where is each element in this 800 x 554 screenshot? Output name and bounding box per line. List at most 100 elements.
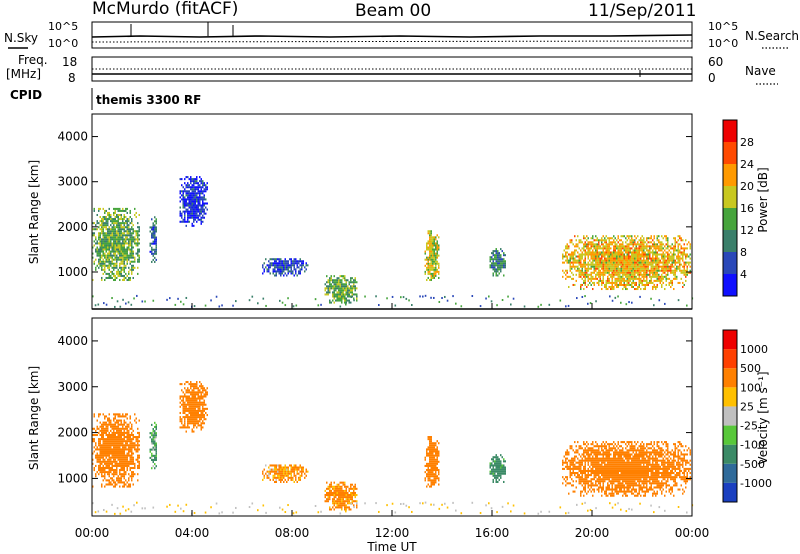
power-cell (107, 246, 109, 249)
power-cell (279, 299, 281, 302)
velocity-cell (191, 403, 193, 406)
power-cell (655, 247, 657, 250)
velocity-cell (137, 466, 139, 470)
velocity-cell (122, 473, 124, 476)
velocity-cell (348, 500, 350, 503)
power-cell (347, 293, 349, 296)
power-cell (429, 232, 431, 235)
power-cell (592, 281, 594, 284)
power-cell (200, 188, 202, 191)
power-cell (629, 263, 631, 266)
velocity-cell (111, 448, 113, 451)
velocity-cell (495, 468, 497, 471)
velocity-cell (286, 468, 288, 471)
power-cell (659, 275, 661, 278)
power-cell (154, 236, 156, 239)
velocity-cell (108, 421, 110, 424)
velocity-cell (290, 476, 292, 479)
power-cell (185, 220, 187, 223)
power-cell (634, 251, 636, 254)
velocity-cell (138, 462, 140, 465)
velocity-cell (116, 483, 118, 486)
power-cell (432, 264, 434, 267)
velocity-cell (299, 470, 301, 473)
velocity-cell (114, 452, 116, 455)
power-cell (571, 261, 573, 264)
velocity-cell (347, 500, 349, 503)
power-cell (182, 303, 185, 306)
power-cell (185, 192, 187, 195)
velocity-cell (110, 419, 112, 422)
power-cell (327, 281, 329, 284)
velocity-cell (280, 476, 282, 479)
power-cell (644, 271, 646, 274)
power-cell (122, 266, 124, 269)
power-cell (610, 253, 612, 256)
velocity-cell (154, 458, 156, 461)
power-cell (575, 259, 577, 262)
power-cell (608, 243, 610, 246)
velocity-cell (194, 385, 196, 388)
velocity-cell (119, 442, 121, 445)
power-cell (674, 277, 676, 280)
power-cell (622, 279, 624, 282)
power-cell (628, 283, 630, 286)
velocity-cell (111, 444, 113, 447)
velocity-cell (137, 454, 139, 457)
power-cell (571, 239, 573, 242)
power-cell (593, 251, 595, 254)
power-cell (123, 232, 125, 235)
power-cell (184, 216, 186, 219)
power-cell (191, 178, 193, 181)
velocity-cell (327, 498, 329, 501)
power-cell (436, 268, 438, 271)
power-cell (187, 216, 189, 219)
power-cell (601, 257, 603, 260)
velocity-cell (193, 426, 195, 429)
power-cell (569, 255, 571, 258)
power-cell (662, 257, 664, 260)
power-cell (643, 249, 645, 252)
power-cell (671, 263, 673, 266)
power-cell (154, 230, 156, 233)
velocity-cell (107, 473, 109, 476)
power-cell (330, 301, 332, 304)
power-cell (126, 230, 128, 233)
power-cell (205, 198, 207, 201)
power-cell (433, 260, 435, 263)
velocity-cell (298, 466, 300, 469)
power-cell (102, 226, 104, 229)
velocity-cell (98, 413, 100, 416)
power-cell (620, 261, 622, 264)
velocity-cell (329, 485, 331, 488)
power-cell (125, 242, 127, 245)
velocity-cell (435, 475, 437, 478)
power-cell (155, 226, 157, 229)
power-cell (583, 235, 585, 238)
velocity-cell (199, 391, 201, 394)
power-cell (185, 186, 187, 189)
velocity-cell (104, 466, 106, 470)
velocity-cell (197, 391, 199, 394)
power-cell (274, 274, 276, 277)
velocity-cell (105, 450, 107, 453)
power-cell (126, 248, 128, 251)
power-cell (622, 241, 624, 244)
power-cell (661, 243, 663, 246)
power-cell (523, 305, 526, 308)
velocity-cell (107, 440, 109, 443)
power-cell (626, 277, 628, 280)
power-cell (435, 244, 437, 247)
velocity-cell (327, 494, 329, 497)
power-cell (599, 239, 601, 242)
power-cell (98, 242, 100, 245)
power-cell (613, 245, 615, 248)
power-cell (123, 278, 125, 282)
power-cell (92, 252, 94, 255)
velocity-cell (123, 454, 125, 457)
power-cell (138, 234, 140, 237)
velocity-cell (134, 413, 136, 416)
power-cell (571, 277, 573, 280)
power-cell (283, 266, 285, 269)
power-cell (138, 230, 140, 233)
